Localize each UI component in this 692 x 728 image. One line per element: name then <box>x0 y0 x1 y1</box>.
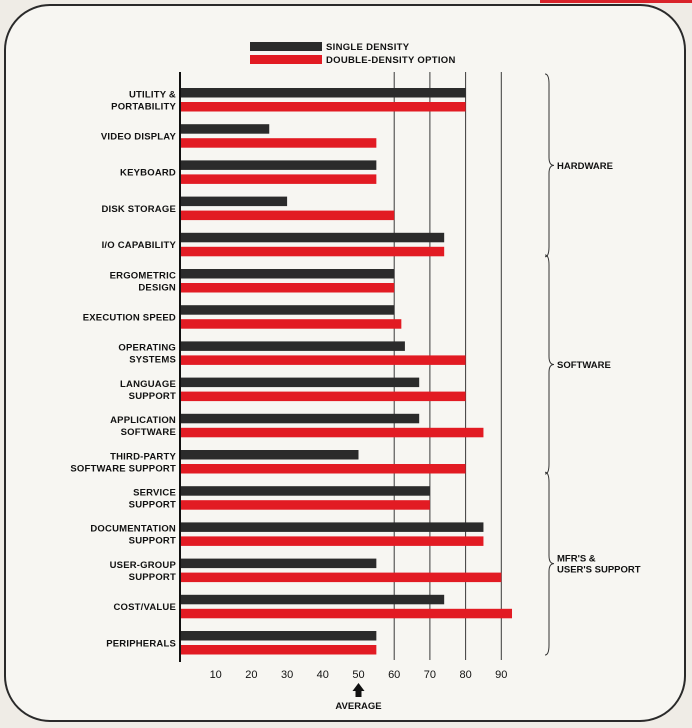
single-density-bar-0 <box>180 88 466 98</box>
double-density-bar-8 <box>180 391 466 402</box>
x-tick-label-40: 40 <box>317 669 329 681</box>
axis-layer: 10 20 30 40 50 60 70 80 90 AVERAGE <box>179 72 507 712</box>
category-label-11-line-0: SERVICE <box>133 487 176 498</box>
double-density-bar-12 <box>180 536 484 546</box>
single-density-bar-15 <box>180 631 377 641</box>
group-label-2-line-1: USER'S SUPPORT <box>557 565 641 576</box>
double-density-bar-9 <box>180 427 484 438</box>
group-brace-1 <box>544 254 555 475</box>
double-density-bar-4 <box>180 246 445 257</box>
group-brace-0 <box>544 73 555 258</box>
double-density-bar-14 <box>180 608 513 619</box>
category-label-13-line-0: USER-GROUP <box>110 560 177 571</box>
category-label-0-line-0: UTILITY & <box>129 89 176 100</box>
single-density-bar-12 <box>180 522 484 532</box>
double-density-bar-5 <box>180 283 395 293</box>
category-label-9-line-0: APPLICATION <box>110 415 176 426</box>
double-density-bar-15 <box>180 645 377 655</box>
single-density-bar-3 <box>180 196 288 207</box>
category-label-9-line-1: SOFTWARE <box>121 427 176 438</box>
group-label-0: HARDWARE <box>557 161 613 172</box>
category-label-2: KEYBOARD <box>120 168 176 179</box>
category-label-8-line-0: LANGUAGE <box>120 379 176 390</box>
group-label-2-line-0: MFR'S & <box>557 554 596 565</box>
double-density-bar-11 <box>180 500 430 510</box>
category-label-5-line-1: DESIGN <box>138 282 176 293</box>
single-density-bar-6 <box>180 305 395 315</box>
group-brace-2 <box>544 471 555 656</box>
single-density-bar-8 <box>180 377 420 388</box>
category-label-8-line-1: SUPPORT <box>129 391 176 402</box>
average-label: AVERAGE <box>335 701 381 712</box>
double-density-bar-3 <box>180 210 395 221</box>
average-arrow-icon <box>352 683 365 697</box>
category-label-5-line-0: ERGOMETRIC <box>110 270 176 281</box>
category-label-7-line-1: SYSTEMS <box>129 355 176 366</box>
legend-label-single-density: SINGLE DENSITY <box>326 42 410 53</box>
double-density-bar-6 <box>180 319 402 329</box>
x-tick-label-30: 30 <box>281 669 293 681</box>
single-density-bar-11 <box>180 486 430 496</box>
category-label-11-line-1: SUPPORT <box>129 499 176 510</box>
category-label-13-line-1: SUPPORT <box>129 572 176 583</box>
x-tick-label-20: 20 <box>245 669 257 681</box>
category-label-15: PERIPHERALS <box>106 638 176 649</box>
category-label-6: EXECUTION SPEED <box>83 312 176 323</box>
double-density-bar-2 <box>180 174 377 184</box>
single-density-bar-4 <box>180 232 445 243</box>
category-label-3: DISK STORAGE <box>101 204 176 215</box>
single-density-bar-14 <box>180 594 445 605</box>
category-label-12-line-1: SUPPORT <box>129 536 176 547</box>
category-labels: UTILITY &PORTABILITY VIDEO DISPLAY KEYBOAR… <box>70 89 176 649</box>
single-density-bar-7 <box>180 341 405 351</box>
top-accent-line <box>540 0 692 3</box>
category-label-0-line-1: PORTABILITY <box>111 101 176 112</box>
legend-swatch-single-density <box>250 42 322 51</box>
category-label-12-line-0: DOCUMENTATION <box>90 524 176 535</box>
single-density-bar-9 <box>180 413 420 424</box>
x-tick-label-90: 90 <box>495 669 507 681</box>
single-density-bar-5 <box>180 269 395 279</box>
category-label-7-line-0: OPERATING <box>118 343 176 354</box>
category-label-10-line-1: SOFTWARE SUPPORT <box>70 463 176 474</box>
single-density-bar-10 <box>180 450 359 460</box>
category-label-14: COST/VALUE <box>113 602 176 613</box>
double-density-bar-1 <box>180 138 377 148</box>
double-density-bar-10 <box>180 464 466 474</box>
x-tick-label-70: 70 <box>424 669 436 681</box>
group-label-1: SOFTWARE <box>557 360 611 371</box>
double-density-bar-13 <box>180 572 502 583</box>
x-tick-label-10: 10 <box>210 669 222 681</box>
group-brackets: HARDWARE SOFTWARE MFR'S &USER'S SUPPORT <box>544 73 641 656</box>
x-tick-label-80: 80 <box>459 669 471 681</box>
single-density-bar-2 <box>180 160 377 170</box>
single-density-bar-13 <box>180 558 377 569</box>
x-tick-label-60: 60 <box>388 669 400 681</box>
category-label-4: I/O CAPABILITY <box>102 240 177 251</box>
x-tick-label-50: 50 <box>352 669 364 681</box>
grid-layer <box>393 72 502 660</box>
single-density-bar-1 <box>180 124 270 134</box>
category-label-10-line-0: THIRD-PARTY <box>110 451 176 462</box>
bars-layer <box>180 88 513 655</box>
double-density-bar-7 <box>180 355 466 365</box>
legend-swatch-double-density <box>250 55 322 64</box>
double-density-bar-0 <box>180 102 466 112</box>
legend: SINGLE DENSITY DOUBLE-DENSITY OPTION <box>250 42 456 66</box>
legend-label-double-density: DOUBLE-DENSITY OPTION <box>326 55 456 66</box>
category-label-1: VIDEO DISPLAY <box>101 131 177 142</box>
